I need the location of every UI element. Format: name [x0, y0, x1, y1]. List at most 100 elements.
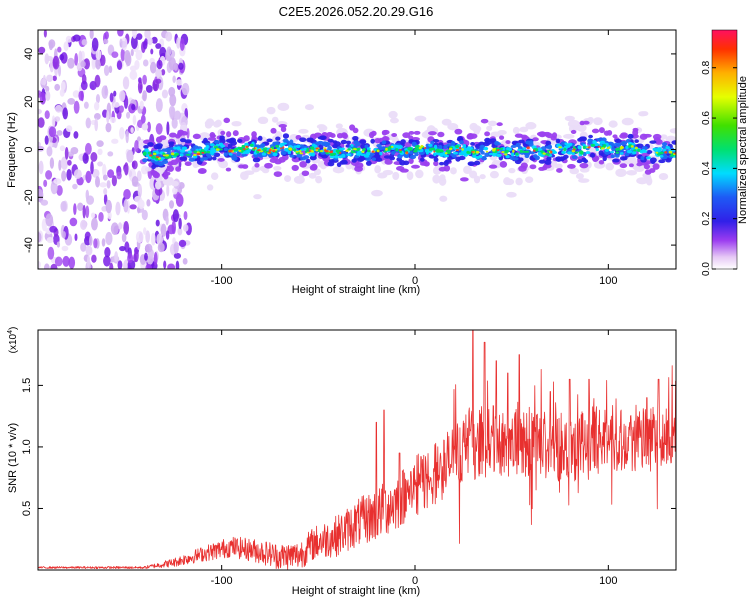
- band-blob: [463, 165, 472, 175]
- band-blob: [588, 134, 594, 139]
- noise-speckle: [118, 222, 123, 230]
- band-blob: [631, 150, 637, 155]
- noise-speckle: [123, 199, 129, 213]
- band-blob: [257, 116, 269, 125]
- band-blob: [439, 150, 444, 153]
- band-blob: [332, 166, 345, 174]
- band-blob: [345, 149, 349, 152]
- noise-speckle: [43, 30, 47, 38]
- noise-speckle: [105, 199, 112, 214]
- noise-speckle: [54, 256, 63, 267]
- spectrogram-panel: -100 0 100 -40 -20 0 20 40 Height of straight …: [6, 29, 677, 296]
- noise-speckle: [68, 256, 76, 269]
- noise-speckle: [40, 199, 49, 206]
- band-blob: [416, 144, 420, 148]
- band-blob: [467, 161, 476, 167]
- band-blob: [317, 136, 326, 140]
- noise-speckle: [53, 178, 62, 185]
- noise-speckle: [98, 211, 104, 222]
- noise-speckle: [104, 247, 111, 258]
- band-blob: [596, 138, 601, 142]
- band-blob: [649, 168, 656, 173]
- band-blob: [591, 128, 600, 134]
- band-blob: [669, 154, 675, 157]
- band-blob: [388, 110, 398, 119]
- band-blob: [223, 152, 228, 157]
- noise-speckle: [114, 251, 119, 263]
- noise-speckle: [73, 100, 80, 114]
- band-blob: [626, 169, 638, 176]
- noise-speckle: [126, 149, 134, 163]
- band-blob: [582, 145, 586, 150]
- noise-speckle: [100, 54, 106, 67]
- band-blob: [296, 144, 301, 149]
- band-blob: [277, 102, 290, 111]
- band-blob: [323, 147, 327, 150]
- y-tick-label: 1.0: [21, 439, 33, 454]
- band-blob: [230, 149, 233, 152]
- band-blob: [652, 163, 660, 170]
- band-blob: [643, 163, 651, 170]
- band-blob: [418, 146, 422, 150]
- noise-speckle: [176, 36, 181, 49]
- band-blob: [213, 121, 221, 128]
- band-blob: [152, 172, 159, 178]
- noise-speckle: [131, 30, 137, 39]
- band-blob: [625, 138, 631, 143]
- band-blob: [468, 133, 478, 139]
- band-blob: [512, 157, 519, 161]
- noise-speckle: [130, 127, 134, 134]
- band-blob: [316, 124, 327, 129]
- band-blob: [570, 129, 577, 134]
- band-blob: [529, 151, 536, 155]
- y-tick-label: 20: [23, 96, 35, 108]
- band-blob: [231, 156, 238, 161]
- band-blob: [268, 149, 272, 152]
- band-blob: [624, 152, 630, 157]
- band-blob: [439, 195, 448, 202]
- band-blob: [558, 146, 562, 149]
- band-blob: [524, 154, 530, 159]
- band-blob: [385, 147, 388, 151]
- band-blob: [508, 167, 516, 174]
- noise-speckle: [85, 117, 91, 129]
- noise-speckle: [107, 169, 115, 178]
- noise-speckle: [179, 47, 186, 57]
- band-blob: [171, 180, 179, 187]
- band-blob: [179, 153, 184, 157]
- band-blob: [438, 144, 443, 150]
- band-blob: [514, 133, 524, 138]
- band-blob: [212, 156, 217, 161]
- band-blob: [370, 130, 377, 137]
- band-blob: [352, 135, 359, 141]
- band-blob: [268, 154, 274, 158]
- band-blob: [412, 150, 418, 153]
- noise-speckle: [104, 31, 109, 40]
- noise-speckle: [182, 258, 188, 265]
- band-blob: [383, 155, 391, 159]
- band-blob: [298, 128, 309, 134]
- band-blob: [318, 144, 324, 150]
- band-blob: [671, 140, 676, 145]
- band-blob: [227, 138, 235, 144]
- band-blob: [478, 154, 483, 159]
- band-blob: [264, 150, 267, 154]
- noise-speckle: [102, 163, 107, 178]
- noise-speckle: [136, 170, 142, 182]
- band-blob: [288, 147, 292, 151]
- band-blob: [597, 145, 601, 148]
- band-blob: [556, 168, 563, 173]
- band-blob: [391, 150, 396, 155]
- band-blob: [270, 127, 277, 134]
- band-blob: [616, 142, 622, 147]
- band-blob: [151, 164, 156, 170]
- band-blob: [559, 156, 565, 162]
- band-blob: [223, 147, 228, 152]
- band-blob: [542, 152, 546, 155]
- noise-speckle: [110, 116, 117, 123]
- snr-x-ticks: -100 0 100: [211, 330, 618, 587]
- band-blob: [253, 153, 259, 158]
- band-blob: [340, 139, 348, 145]
- noise-speckle: [72, 183, 78, 190]
- band-blob: [577, 178, 590, 183]
